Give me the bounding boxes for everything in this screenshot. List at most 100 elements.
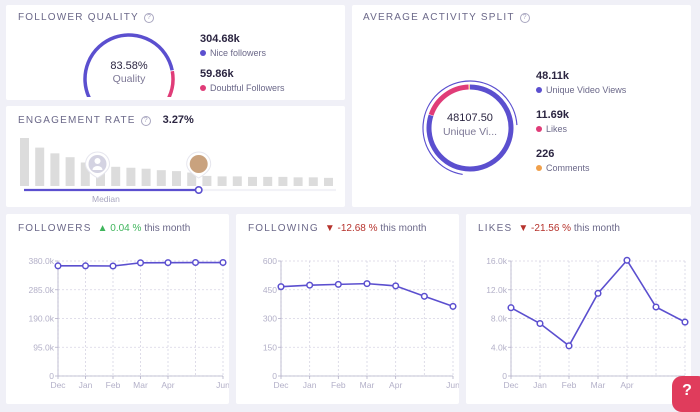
profile-photo-icon [190, 155, 208, 173]
comments-label: Comments [536, 163, 590, 173]
quality-label: Quality [99, 73, 159, 85]
distribution-bar [278, 177, 287, 186]
data-point [364, 281, 370, 287]
comments-value: 226 [536, 148, 554, 160]
nice-dot-icon [200, 50, 206, 56]
y-tick-label: 380.0k [28, 256, 54, 266]
distribution-bar [202, 176, 211, 186]
x-tick-label: Apr [161, 380, 174, 390]
follower-quality-title: FOLLOWER QUALITY? [18, 12, 154, 23]
x-tick-label: Jun [446, 380, 459, 390]
nice-followers-label: Nice followers [200, 48, 266, 58]
x-tick-label: Dec [503, 380, 519, 390]
distribution-bar [142, 169, 151, 186]
distribution-bar [35, 148, 44, 186]
distribution-bar [126, 168, 135, 186]
follower-quality-card: FOLLOWER QUALITY? 83.58% Quality 304.68k… [6, 5, 345, 100]
doubtful-followers-value: 59.86k [200, 68, 234, 80]
distribution-bar [66, 157, 75, 186]
engagement-distribution-chart [18, 130, 338, 200]
data-point [278, 284, 284, 290]
data-point [83, 263, 89, 269]
y-tick-label: 8.0k [491, 314, 508, 324]
help-chat-button[interactable]: ? [672, 376, 700, 412]
x-tick-label: Jan [303, 380, 317, 390]
followers-title: FOLLOWERS▲ 0.04 % this month [18, 223, 190, 234]
median-label: Median [92, 194, 120, 204]
data-point [336, 282, 342, 288]
distribution-bar [20, 138, 29, 186]
distribution-bar [324, 178, 333, 186]
x-tick-label: Feb [331, 380, 346, 390]
distribution-bar [50, 153, 59, 186]
arrow-down-icon: ▼ [325, 223, 335, 234]
following-title: FOLLOWING▼ -12.68 % this month [248, 223, 426, 234]
y-tick-label: 450 [263, 285, 277, 295]
help-icon[interactable]: ? [144, 13, 154, 23]
x-tick-label: Dec [273, 380, 289, 390]
distribution-bar [233, 176, 242, 186]
data-point [422, 293, 428, 299]
data-point [307, 282, 313, 288]
following-change: ▼ -12.68 % this month [325, 223, 427, 234]
x-tick-label: Dec [50, 380, 66, 390]
head-shape [95, 158, 101, 164]
distribution-bar [248, 177, 257, 186]
x-tick-label: Mar [360, 380, 375, 390]
data-point [624, 257, 630, 263]
likes-label: Likes [536, 124, 567, 134]
nice-followers-value: 304.68k [200, 33, 240, 45]
y-tick-label: 600 [263, 256, 277, 266]
x-tick-label: Mar [133, 380, 148, 390]
comments-dot-icon [536, 165, 542, 171]
likes-change: ▼ -21.56 % this month [518, 223, 620, 234]
data-point [138, 260, 144, 266]
arrow-down-icon: ▼ [518, 223, 528, 234]
doubtful-dot-icon [200, 85, 206, 91]
data-point [566, 343, 572, 349]
x-tick-label: Jun [216, 380, 229, 390]
y-tick-label: 150 [263, 342, 277, 352]
distribution-bar [172, 171, 181, 186]
help-icon[interactable]: ? [520, 13, 530, 23]
distribution-bar [218, 176, 227, 186]
likes-dot-icon [536, 126, 542, 132]
doubtful-followers-arc [168, 71, 173, 97]
y-tick-label: 300 [263, 314, 277, 324]
y-tick-label: 285.0k [28, 285, 54, 295]
y-tick-label: 12.0k [486, 285, 508, 295]
engagement-rate-value: 3.27% [163, 114, 194, 126]
data-point [508, 305, 514, 311]
likes-arc [431, 87, 468, 115]
distribution-bar [309, 177, 318, 186]
engagement-rate-card: ENGAGEMENT RATE? 3.27% Median [6, 106, 345, 207]
data-point [653, 304, 659, 310]
x-tick-label: Mar [591, 380, 606, 390]
data-point [393, 283, 399, 289]
likes-title: LIKES▼ -21.56 % this month [478, 223, 620, 234]
data-point [595, 291, 601, 297]
views-dot-icon [536, 87, 542, 93]
help-icon[interactable]: ? [141, 116, 151, 126]
y-tick-label: 95.0k [33, 342, 55, 352]
engagement-rate-title: ENGAGEMENT RATE? 3.27% [18, 114, 194, 126]
distribution-bar [111, 167, 120, 186]
y-tick-label: 190.0k [28, 314, 54, 324]
distribution-bar [263, 177, 272, 186]
data-point [110, 263, 116, 269]
activity-split-title: AVERAGE ACTIVITY SPLIT? [363, 12, 530, 23]
donut-center-value: 48107.50 [430, 112, 510, 124]
views-label: Unique Video Views [536, 85, 626, 95]
quality-percent: 83.58% [99, 60, 159, 72]
activity-split-card: AVERAGE ACTIVITY SPLIT? 48107.50 Unique … [352, 5, 691, 207]
y-tick-label: 4.0k [491, 342, 508, 352]
distribution-bar [294, 177, 303, 186]
data-point [220, 260, 226, 266]
arrow-up-icon: ▲ [98, 223, 108, 234]
likes-value: 11.69k [536, 109, 569, 121]
